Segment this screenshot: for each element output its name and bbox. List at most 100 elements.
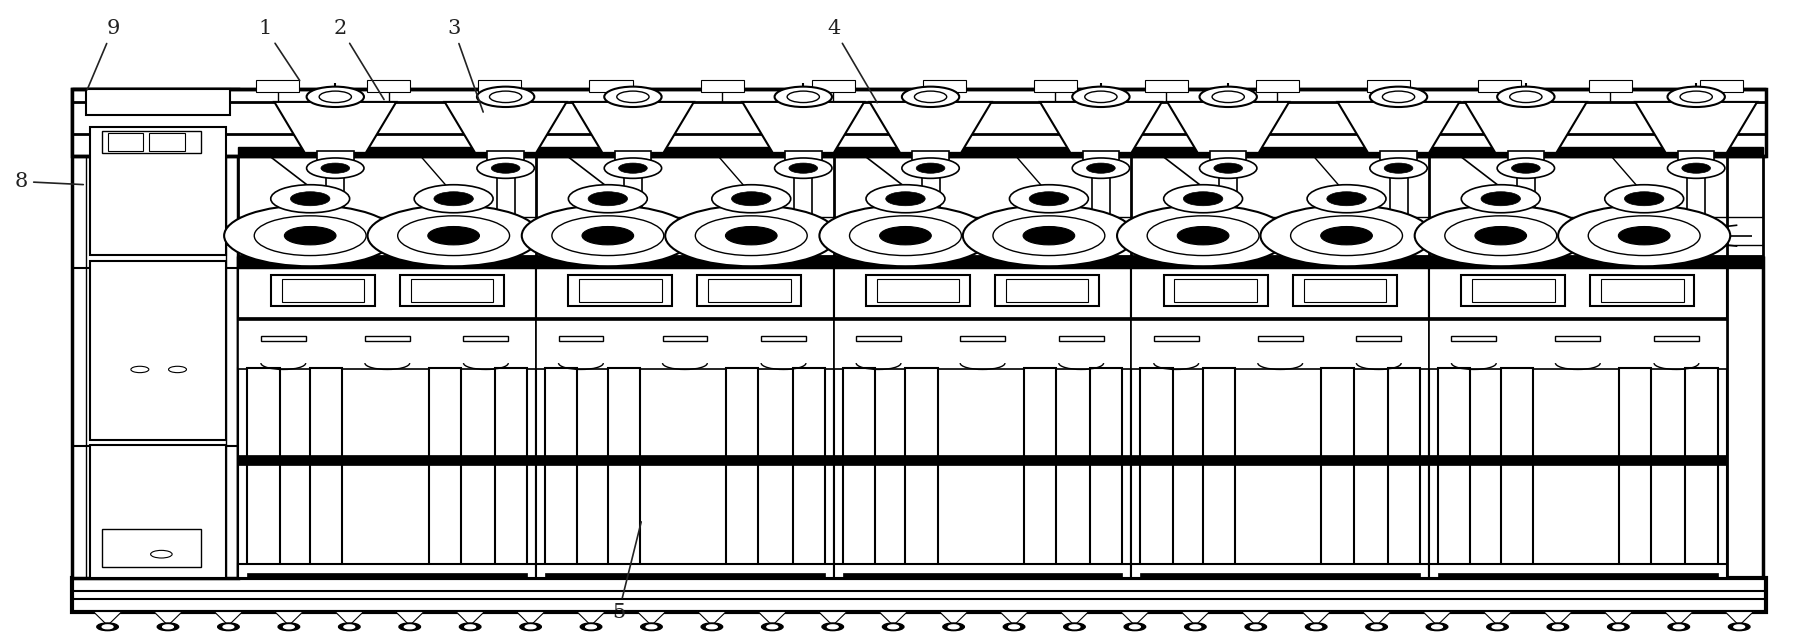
Circle shape [775,158,832,178]
Circle shape [368,205,540,266]
Circle shape [1415,205,1587,266]
Circle shape [1009,625,1020,629]
Bar [1590,275,1694,306]
Circle shape [1200,158,1257,178]
Circle shape [1009,185,1088,213]
Polygon shape [577,612,606,626]
Circle shape [1680,91,1712,103]
Circle shape [1191,625,1201,629]
Circle shape [1372,625,1382,629]
Bar [238,256,1763,268]
Bar [834,368,1131,578]
Text: 8: 8 [14,172,82,191]
Circle shape [307,87,364,107]
Circle shape [1682,163,1711,173]
Circle shape [619,163,647,173]
Circle shape [1250,625,1260,629]
Circle shape [1130,625,1140,629]
Circle shape [916,163,945,173]
Polygon shape [445,102,567,153]
Circle shape [1029,192,1069,206]
Circle shape [1481,192,1520,206]
Circle shape [617,91,649,103]
Circle shape [701,623,723,631]
Bar [429,368,461,578]
Bar [1366,80,1409,92]
Circle shape [1200,87,1257,107]
Bar [238,368,536,578]
Circle shape [1445,216,1556,255]
Bar [108,133,143,151]
Circle shape [1004,623,1026,631]
Circle shape [1608,623,1630,631]
Bar [238,564,536,578]
Polygon shape [274,612,303,626]
Circle shape [1085,91,1117,103]
Bar [536,455,834,465]
Circle shape [1431,625,1442,629]
Bar [282,279,364,302]
Circle shape [1069,625,1079,629]
Bar [1589,80,1632,92]
Circle shape [1614,625,1624,629]
Circle shape [767,625,778,629]
Bar [697,275,801,306]
Polygon shape [516,612,545,626]
Bar [760,336,807,341]
Circle shape [1087,163,1115,173]
Bar [1429,564,1727,578]
Bar [368,80,411,92]
Bar [1174,279,1257,302]
Bar [834,455,1131,465]
Bar [317,151,353,161]
Polygon shape [742,102,864,153]
Bar [238,317,536,322]
Text: 9: 9 [88,19,120,90]
Circle shape [789,163,818,173]
Bar [1210,151,1246,161]
Circle shape [1260,205,1433,266]
Circle shape [477,158,534,178]
Bar [1461,275,1565,306]
Bar [149,133,185,151]
Circle shape [1072,87,1130,107]
Polygon shape [1040,102,1162,153]
Circle shape [1024,227,1074,245]
Bar [1131,268,1429,578]
Circle shape [640,623,662,631]
Polygon shape [637,612,665,626]
Circle shape [1370,87,1427,107]
Bar [812,80,855,92]
Circle shape [1667,87,1725,107]
Bar [995,275,1099,306]
Bar [238,320,536,369]
Circle shape [398,216,509,255]
Bar [1601,279,1684,302]
Polygon shape [396,612,425,626]
Circle shape [405,625,416,629]
Polygon shape [455,612,484,626]
Bar [310,368,342,578]
Polygon shape [1664,612,1693,626]
Circle shape [712,185,791,213]
Polygon shape [1060,612,1088,626]
Circle shape [271,185,350,213]
Circle shape [1117,205,1289,266]
Bar [1477,80,1520,92]
Bar [536,268,834,318]
Bar [72,578,1766,612]
Circle shape [151,550,172,558]
Circle shape [1734,625,1745,629]
Bar [961,336,1006,341]
Circle shape [1185,623,1207,631]
Circle shape [1547,623,1569,631]
Bar [1131,268,1429,318]
Polygon shape [870,102,992,153]
Bar [256,80,299,92]
Polygon shape [335,612,364,626]
Polygon shape [1635,102,1757,153]
Circle shape [821,623,843,631]
Circle shape [321,163,350,173]
Bar [615,151,651,161]
Circle shape [645,625,656,629]
